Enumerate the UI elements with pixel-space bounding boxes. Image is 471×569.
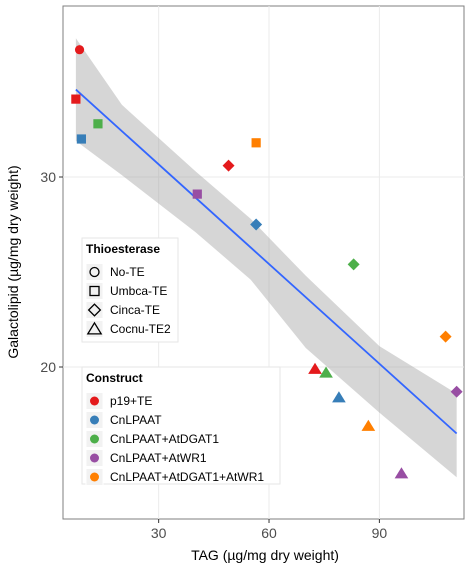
x-tick-label-2: 90 bbox=[372, 525, 388, 541]
legend-construct-label-0: p19+TE bbox=[110, 394, 152, 408]
legend-construct: Construct p19+TE CnLPAAT CnLPAAT+AtDGAT1 Cn… bbox=[81, 366, 281, 486]
legend-thioesterase-label-0: No-TE bbox=[110, 265, 145, 279]
data-point-0 bbox=[74, 45, 85, 55]
data-point-11 bbox=[450, 385, 463, 398]
legend-construct-box bbox=[81, 366, 281, 485]
legend-construct-label-2: CnLPAAT+AtDGAT1 bbox=[110, 432, 219, 446]
data-point-2 bbox=[222, 159, 235, 172]
data-point-5 bbox=[250, 218, 263, 231]
data-point-10 bbox=[192, 189, 202, 199]
legend-thioesterase-entries: No-TE Umbca-TE Cinca-TE Cocnu-TE2 bbox=[85, 263, 171, 338]
legend-thioesterase-key-3 bbox=[86, 321, 103, 335]
data-point-13 bbox=[251, 138, 261, 148]
x-tick-label-1: 60 bbox=[261, 525, 277, 541]
legend-construct-key-1 bbox=[90, 415, 99, 425]
legend-thioesterase-key-0 bbox=[89, 266, 100, 278]
data-point-9 bbox=[319, 366, 333, 378]
data-point-4 bbox=[76, 134, 86, 144]
y-tick-label-1: 30 bbox=[40, 169, 56, 185]
data-point-6 bbox=[332, 391, 346, 403]
x-axis-label: TAG (µg/mg dry weight) bbox=[191, 547, 339, 563]
legend-construct-key-4 bbox=[90, 472, 99, 482]
data-point-1 bbox=[71, 94, 81, 104]
data-points bbox=[71, 45, 463, 479]
data-point-3 bbox=[308, 362, 322, 374]
data-point-7 bbox=[93, 119, 103, 129]
legend-thioesterase-key-bg-0 bbox=[85, 263, 104, 281]
legend-thioesterase-key-bg-1 bbox=[85, 282, 104, 300]
legend-thioesterase-label-2: Cinca-TE bbox=[110, 303, 160, 317]
confidence-band bbox=[75, 38, 457, 478]
legend-construct-key-0 bbox=[90, 396, 99, 406]
regression-line-layer bbox=[75, 88, 458, 435]
legend-construct-key-3 bbox=[90, 453, 99, 463]
legend-construct-label-3: CnLPAAT+AtWR1 bbox=[110, 451, 207, 465]
legend-thioesterase-key-2 bbox=[87, 303, 102, 317]
regression-line bbox=[75, 88, 458, 435]
legend-construct-key-2 bbox=[90, 434, 99, 444]
legend-thioesterase-key-bg-2 bbox=[85, 301, 104, 319]
legend-thioesterase-key-1 bbox=[89, 285, 100, 297]
legend-construct-label-1: CnLPAAT bbox=[110, 413, 162, 427]
x-tick-label-0: 30 bbox=[151, 525, 167, 541]
legend-thioesterase-label-3: Cocnu-TE2 bbox=[110, 322, 171, 336]
legend-thioesterase-label-1: Umbca-TE bbox=[110, 284, 167, 298]
legend-construct-entries: p19+TE CnLPAAT CnLPAAT+AtDGAT1 CnLPAAT+AtWR… bbox=[85, 392, 264, 486]
y-tick-label-0: 20 bbox=[40, 359, 56, 375]
data-point-14 bbox=[439, 330, 452, 343]
legend-thioesterase-title: Thioesterase bbox=[86, 242, 160, 256]
axis-ticks: 30 60 90 20 30 bbox=[40, 169, 387, 541]
legend-thioesterase: Thioesterase No-TE Umbca-TE Cinca-TE Cocnu-… bbox=[81, 237, 179, 343]
legend-construct-title: Construct bbox=[86, 371, 143, 385]
data-point-12 bbox=[394, 467, 409, 479]
legend-construct-label-4: CnLPAAT+AtDGAT1+AtWR1 bbox=[110, 470, 264, 484]
y-axis-label: Galactolipid (µg/mg dry weight) bbox=[5, 165, 21, 358]
data-point-15 bbox=[361, 419, 376, 431]
data-point-8 bbox=[347, 258, 360, 271]
confidence-band-layer bbox=[75, 38, 457, 478]
